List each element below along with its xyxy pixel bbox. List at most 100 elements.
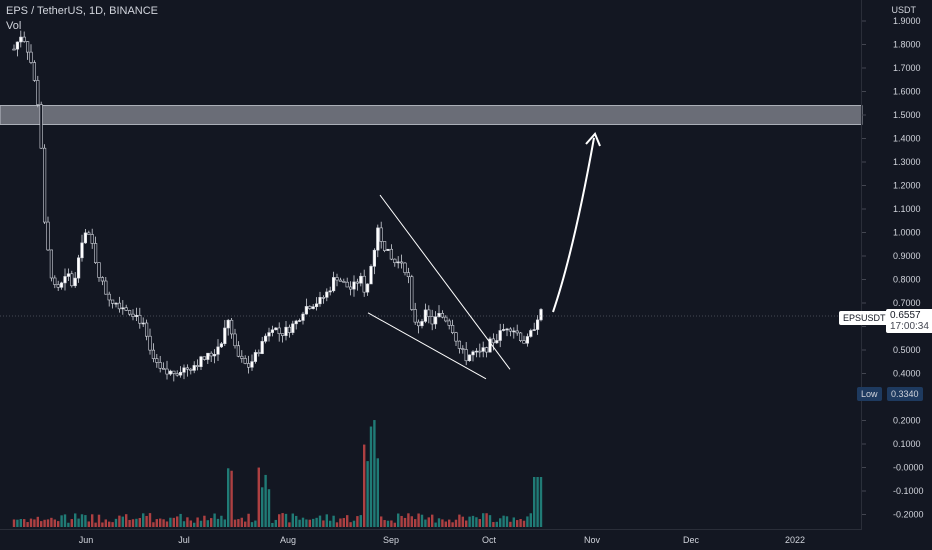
candle-body [433, 316, 438, 325]
candle-body [36, 80, 40, 105]
volume-bar [315, 517, 318, 527]
volume-bar [539, 477, 543, 527]
candle-body [114, 302, 118, 305]
candle-body [223, 327, 227, 344]
volume-bar [468, 516, 471, 527]
candle-body [457, 340, 462, 349]
candle-body [386, 248, 390, 251]
time-tick-label: Aug [280, 535, 296, 545]
candle-body [263, 335, 268, 342]
candle-body [270, 329, 275, 333]
candle-body [39, 104, 43, 149]
candle-body [22, 36, 26, 42]
volume-bar [373, 420, 376, 527]
volume-bar [257, 467, 260, 527]
volume-bar [291, 513, 294, 527]
volume-bar [203, 515, 206, 527]
candle-body [484, 347, 489, 353]
volume-bar [499, 518, 502, 527]
candle-body [348, 286, 353, 290]
candle-body [233, 333, 237, 347]
volume-bar [458, 514, 461, 527]
volume-bar [485, 513, 488, 527]
candle-body [403, 262, 407, 273]
volume-bar [16, 519, 19, 527]
time-tick-label: Oct [482, 535, 497, 545]
volume-bar [519, 519, 522, 527]
volume-bar [495, 521, 498, 527]
volume-bar [332, 515, 335, 527]
candle-body [185, 367, 190, 370]
candle-body [287, 326, 292, 333]
volume-bar [46, 519, 50, 527]
candle-body [532, 329, 536, 331]
candle-body [512, 330, 516, 333]
volume-legend[interactable]: Vol [6, 20, 22, 32]
volume-bar [312, 518, 315, 527]
volume-bar [80, 514, 84, 527]
volume-bar [223, 519, 226, 527]
price-tick-label: 0.1000 [893, 439, 921, 449]
candle-body [318, 297, 322, 305]
candle-body [94, 243, 98, 263]
candle-body [32, 62, 36, 81]
volume-bar [162, 519, 165, 527]
candle-body [352, 281, 356, 290]
candle-body [389, 248, 394, 260]
candle-body [165, 368, 169, 375]
candle-body [53, 277, 57, 285]
volume-bar [216, 518, 220, 527]
volume-bar [101, 522, 104, 527]
volume-bar [410, 516, 413, 527]
candle-body [430, 316, 434, 325]
volume-bar [339, 518, 342, 527]
candle-body [90, 234, 94, 244]
price-tick-label: -0.1000 [893, 486, 924, 496]
volume-bar [169, 517, 172, 527]
candle-body [325, 291, 329, 298]
candle-body [284, 326, 288, 336]
candles [12, 30, 543, 382]
volume-bar [176, 516, 179, 527]
time-scale[interactable] [0, 529, 862, 550]
price-tick-label: 0.4000 [893, 369, 921, 379]
candle-body [365, 283, 370, 293]
volume-bar [138, 518, 141, 527]
price-ticks: 1.9000 1.8000 1.7000 1.6000 1.5000 1.4000 1.30… [862, 16, 924, 520]
candle-body [427, 309, 431, 317]
volume-bar [301, 517, 305, 527]
symbol-title[interactable]: EPS / TetherUS, 1D, BINANCE [6, 5, 159, 17]
candle-body [515, 330, 519, 334]
volume-bar [193, 522, 196, 527]
volume-bar [329, 520, 332, 527]
volume-bar [233, 519, 237, 527]
volume-bar [335, 522, 339, 527]
price-tick-label: 1.3000 [893, 157, 921, 167]
volume-bars [12, 420, 543, 527]
volume-bar [420, 514, 424, 527]
volume-bar [36, 516, 39, 527]
candle-body [219, 343, 224, 348]
volume-bar [165, 521, 169, 527]
candle-body [250, 361, 254, 368]
volume-bar [359, 515, 362, 527]
volume-bar [114, 518, 118, 527]
volume-bar [196, 517, 199, 527]
volume-bar [267, 489, 271, 527]
candle-body [328, 290, 332, 293]
volume-bar [369, 426, 373, 527]
candle-body [155, 358, 159, 363]
volume-bar [434, 522, 437, 527]
volume-bar [478, 519, 481, 527]
volume-bar [186, 517, 189, 527]
price-tick-label: 0.2000 [893, 416, 921, 426]
candle-body [257, 352, 261, 354]
candle-body [121, 307, 125, 310]
volume-bar [121, 516, 124, 527]
time-tick-label: Nov [584, 535, 601, 545]
candle-body [471, 351, 475, 356]
price-scale[interactable] [861, 0, 932, 530]
price-tick-label: 1.2000 [893, 181, 921, 191]
volume-bar [522, 520, 526, 527]
